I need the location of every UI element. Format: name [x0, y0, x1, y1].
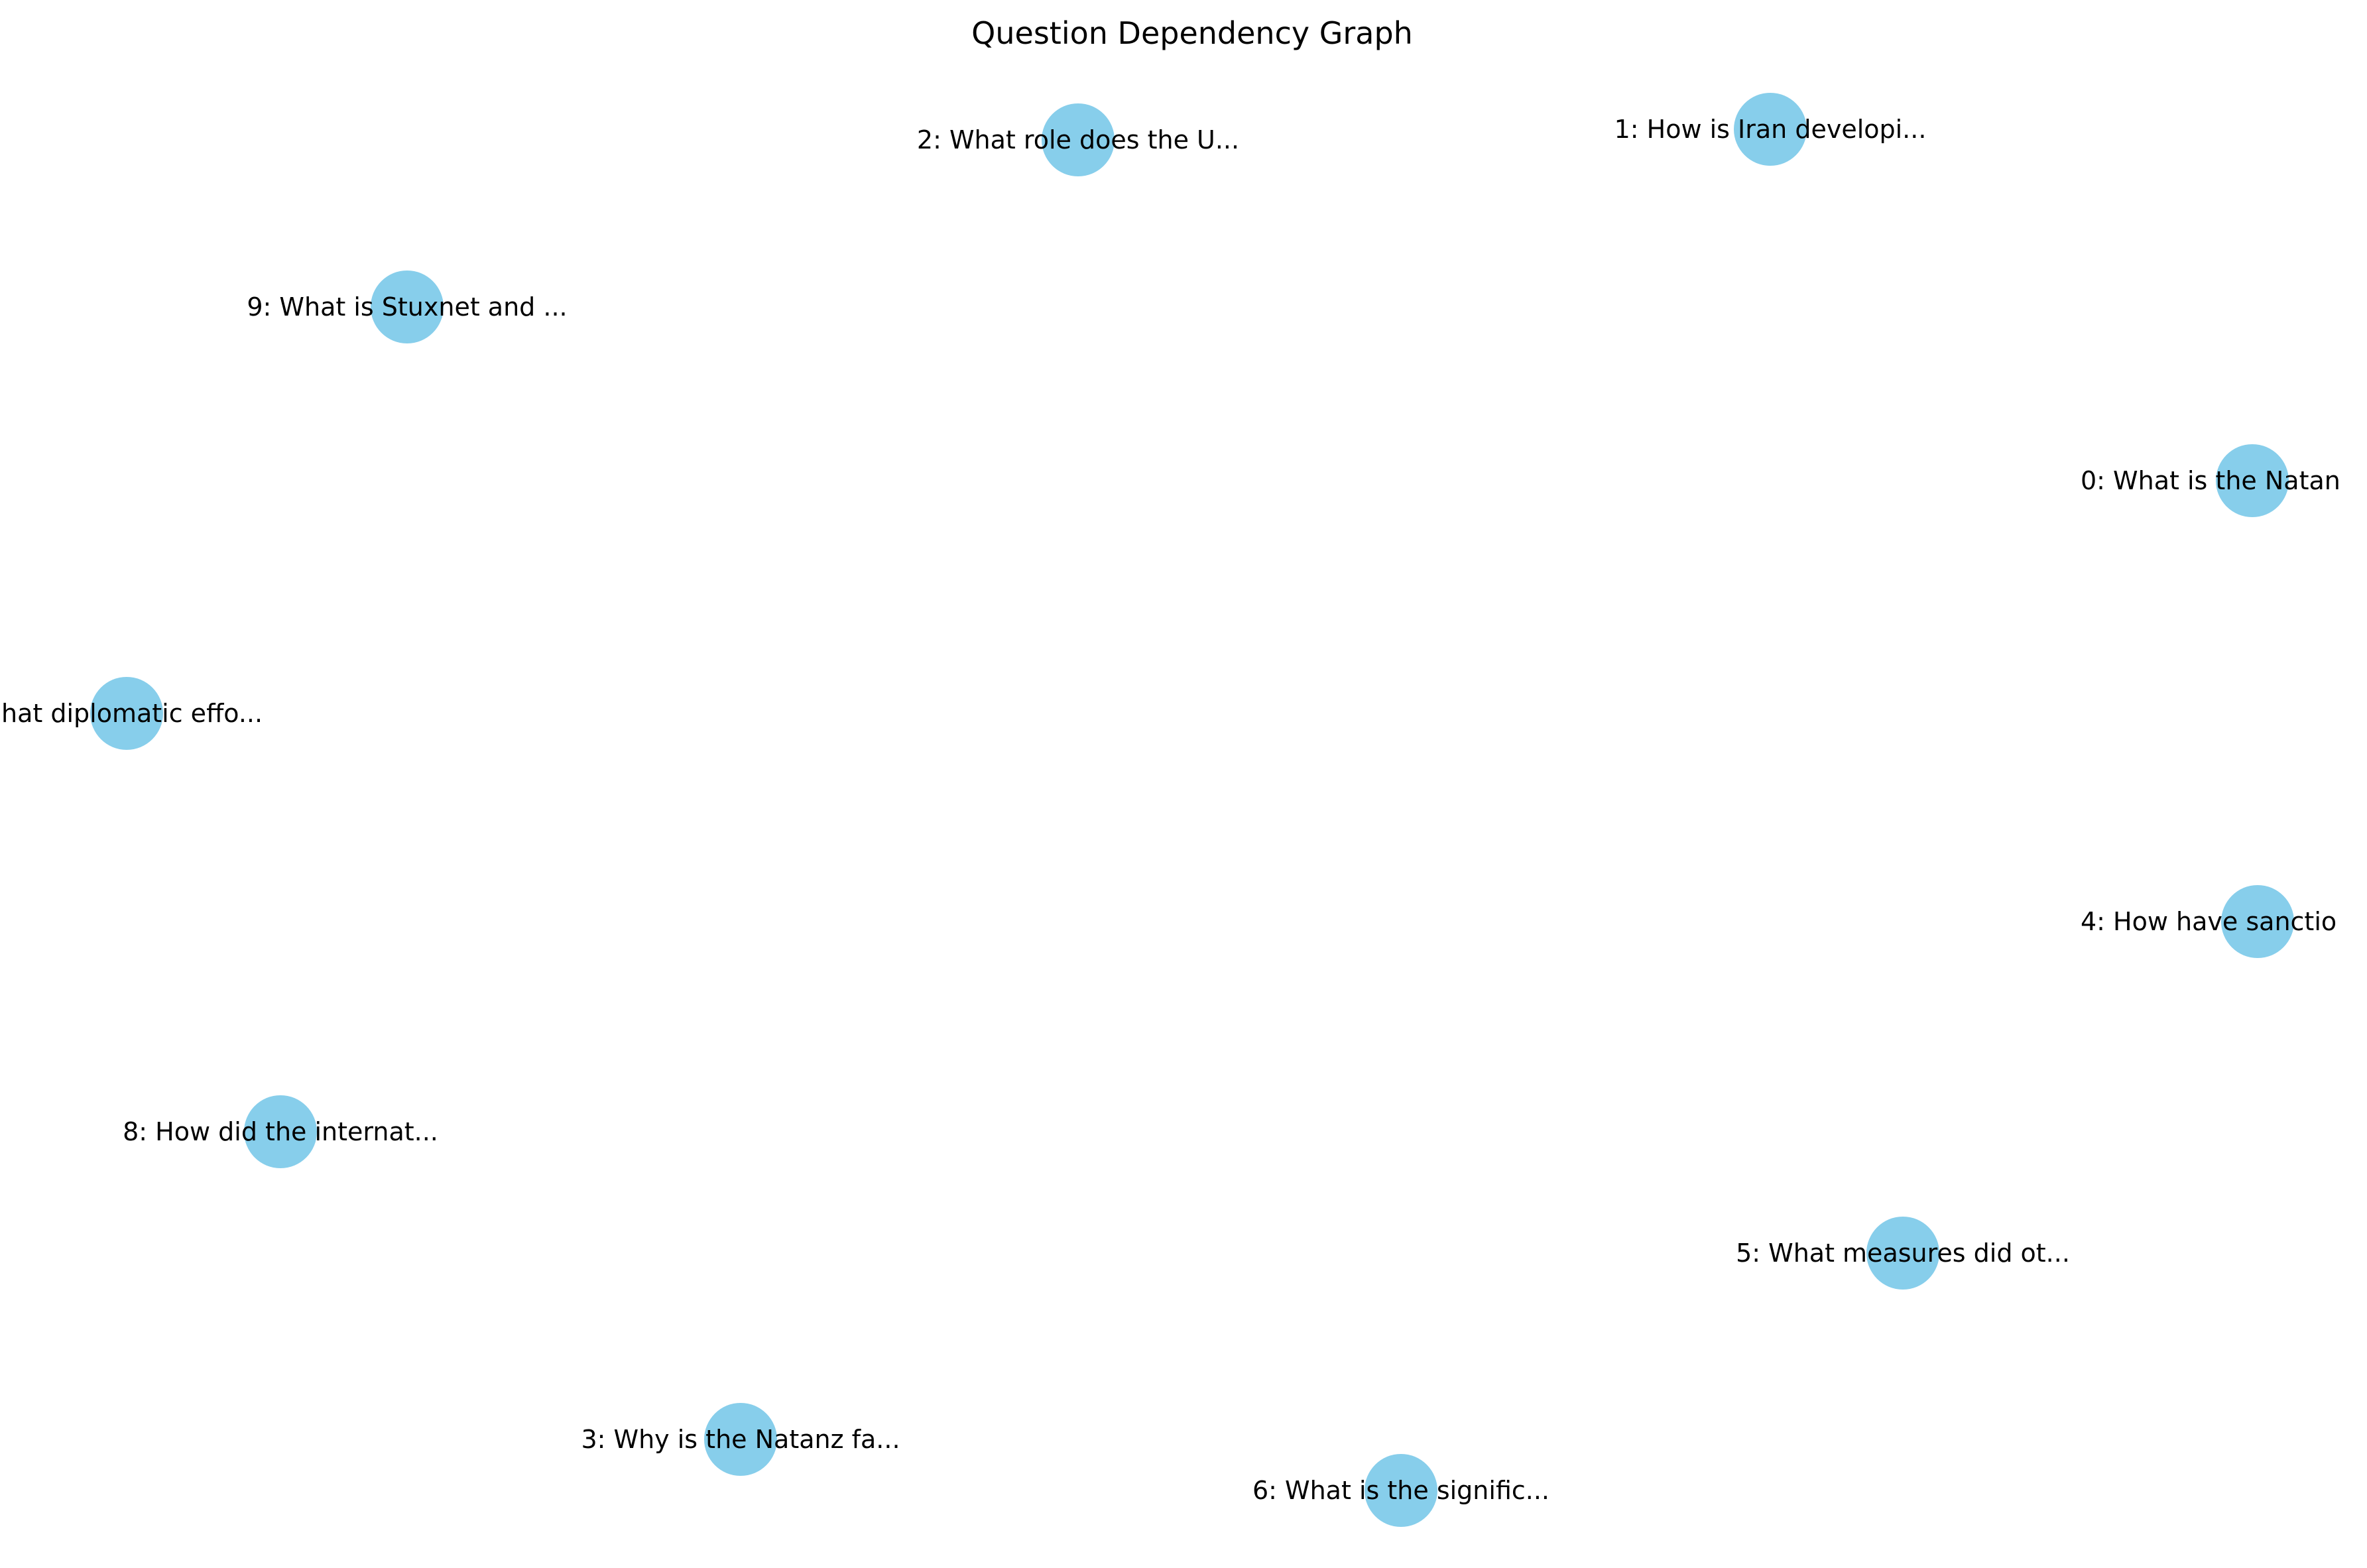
graph-node-9[interactable]: 9: What is Stuxnet and ...	[247, 271, 568, 343]
node-label: 9: What is Stuxnet and ...	[247, 292, 567, 322]
node-circle[interactable]	[90, 677, 163, 750]
node-circle[interactable]	[1734, 93, 1807, 166]
node-label: 1: How is Iran developi...	[1614, 115, 1927, 144]
node-label: hat diplomatic effo...	[1, 699, 263, 728]
graph-node-0[interactable]: 0: What is the Natan	[2081, 444, 2340, 517]
node-label: 8: How did the internat...	[123, 1117, 438, 1146]
node-circle[interactable]	[2221, 885, 2294, 958]
node-label: 4: How have sanctio	[2081, 907, 2337, 936]
nodes-layer: 0: What is the Natan 1: How is Iran devel…	[1, 93, 2340, 1527]
graph-node-3[interactable]: 3: Why is the Natanz fa...	[581, 1403, 900, 1476]
graph-node-4[interactable]: 4: How have sanctio	[2081, 885, 2337, 958]
node-circle[interactable]	[371, 271, 444, 343]
node-label: 5: What measures did ot...	[1736, 1238, 2070, 1268]
graph-node-7[interactable]: hat diplomatic effo...	[1, 677, 263, 750]
node-label: 2: What role does the U...	[917, 125, 1239, 154]
graph-node-1[interactable]: 1: How is Iran developi...	[1614, 93, 1927, 166]
graph-title: Question Dependency Graph	[971, 15, 1413, 51]
node-label: 0: What is the Natan	[2081, 466, 2340, 495]
graph-node-2[interactable]: 2: What role does the U...	[917, 103, 1239, 176]
graph-node-8[interactable]: 8: How did the internat...	[123, 1095, 438, 1168]
graph-node-6[interactable]: 6: What is the signific...	[1252, 1454, 1549, 1527]
node-label: 6: What is the signific...	[1252, 1476, 1549, 1505]
graph-node-5[interactable]: 5: What measures did ot...	[1736, 1217, 2070, 1290]
node-label: 3: Why is the Natanz fa...	[581, 1425, 900, 1454]
node-circle[interactable]	[704, 1403, 777, 1476]
node-circle[interactable]	[1365, 1454, 1437, 1527]
node-circle[interactable]	[2216, 444, 2289, 517]
node-circle[interactable]	[1042, 103, 1115, 176]
node-circle[interactable]	[1866, 1217, 1939, 1290]
node-circle[interactable]	[244, 1095, 317, 1168]
